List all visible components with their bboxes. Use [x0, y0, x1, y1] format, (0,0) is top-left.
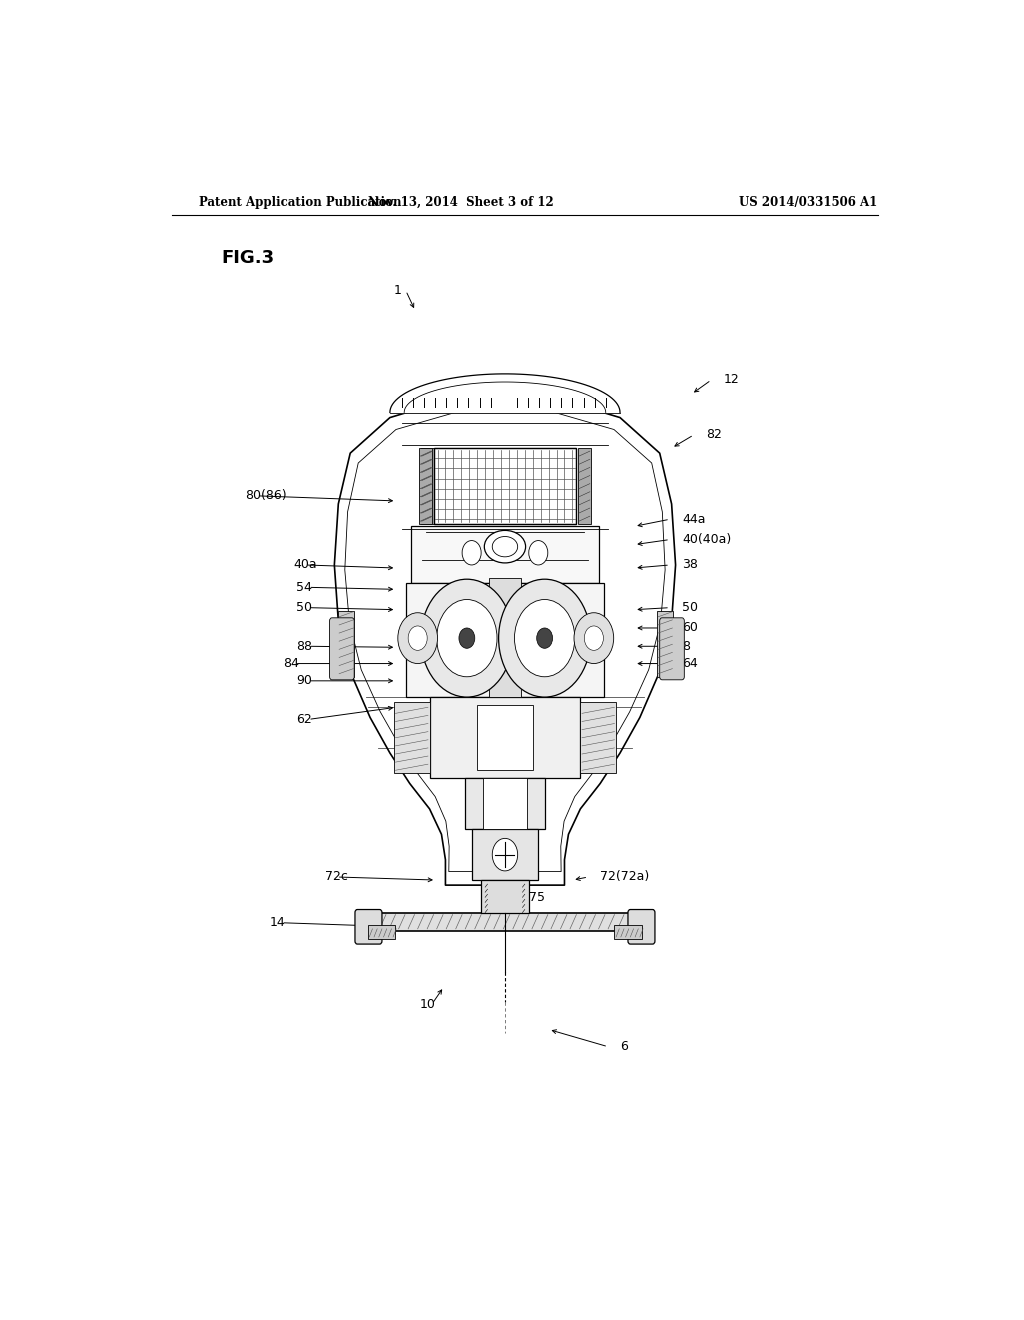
Text: 75: 75 — [528, 891, 545, 904]
Circle shape — [462, 541, 481, 565]
FancyBboxPatch shape — [472, 829, 539, 880]
FancyBboxPatch shape — [406, 583, 604, 697]
Text: 72(72a): 72(72a) — [600, 870, 649, 883]
Text: Patent Application Publication: Patent Application Publication — [200, 195, 402, 209]
Circle shape — [514, 599, 574, 677]
Text: 72c: 72c — [325, 870, 348, 883]
FancyBboxPatch shape — [489, 578, 521, 697]
FancyBboxPatch shape — [421, 447, 433, 524]
Text: 88: 88 — [296, 640, 312, 653]
FancyBboxPatch shape — [419, 447, 432, 524]
FancyBboxPatch shape — [482, 779, 527, 829]
FancyBboxPatch shape — [330, 618, 354, 680]
Ellipse shape — [484, 531, 525, 562]
Text: 50: 50 — [682, 601, 698, 614]
FancyBboxPatch shape — [465, 779, 545, 829]
Text: 92: 92 — [558, 396, 573, 409]
FancyBboxPatch shape — [481, 880, 528, 912]
Text: 6: 6 — [620, 1040, 628, 1053]
Circle shape — [528, 541, 548, 565]
FancyBboxPatch shape — [578, 447, 591, 524]
Text: 40(40a): 40(40a) — [682, 533, 731, 546]
Text: 1: 1 — [394, 284, 401, 297]
Polygon shape — [334, 387, 676, 886]
Circle shape — [421, 579, 513, 697]
FancyBboxPatch shape — [433, 447, 577, 524]
Text: 64: 64 — [682, 657, 697, 671]
Circle shape — [397, 612, 437, 664]
Text: 60: 60 — [682, 622, 697, 635]
Circle shape — [499, 579, 591, 697]
Text: 50: 50 — [296, 601, 312, 614]
Text: 8: 8 — [682, 640, 690, 653]
Text: 12: 12 — [723, 374, 739, 387]
FancyBboxPatch shape — [581, 702, 616, 774]
FancyBboxPatch shape — [430, 697, 581, 779]
Text: 62: 62 — [296, 713, 312, 726]
Ellipse shape — [493, 536, 518, 557]
FancyBboxPatch shape — [368, 925, 395, 939]
Text: 54: 54 — [296, 581, 312, 594]
Text: 90: 90 — [296, 675, 312, 688]
Circle shape — [585, 626, 603, 651]
FancyBboxPatch shape — [394, 702, 430, 774]
Text: FIG.3: FIG.3 — [221, 249, 274, 267]
Text: 92: 92 — [422, 396, 437, 409]
Circle shape — [436, 599, 497, 677]
Text: 40a: 40a — [293, 558, 316, 572]
Circle shape — [493, 838, 518, 871]
Circle shape — [574, 612, 613, 664]
Circle shape — [459, 628, 475, 648]
Text: 82: 82 — [706, 429, 722, 441]
FancyBboxPatch shape — [338, 611, 354, 677]
Text: 10: 10 — [420, 998, 436, 1011]
Circle shape — [409, 626, 427, 651]
FancyBboxPatch shape — [364, 912, 646, 931]
Text: Nov. 13, 2014  Sheet 3 of 12: Nov. 13, 2014 Sheet 3 of 12 — [369, 195, 554, 209]
Text: 84: 84 — [283, 657, 299, 671]
FancyBboxPatch shape — [614, 925, 642, 939]
FancyBboxPatch shape — [659, 618, 684, 680]
Text: 38: 38 — [682, 558, 697, 572]
FancyBboxPatch shape — [355, 909, 382, 944]
Text: 14: 14 — [269, 916, 285, 929]
FancyBboxPatch shape — [628, 909, 655, 944]
Text: US 2014/0331506 A1: US 2014/0331506 A1 — [739, 195, 878, 209]
FancyBboxPatch shape — [477, 705, 532, 771]
Circle shape — [537, 628, 553, 648]
FancyBboxPatch shape — [657, 611, 673, 677]
Text: 44a: 44a — [682, 512, 706, 525]
FancyBboxPatch shape — [412, 527, 599, 583]
Text: 80(86): 80(86) — [246, 490, 287, 503]
